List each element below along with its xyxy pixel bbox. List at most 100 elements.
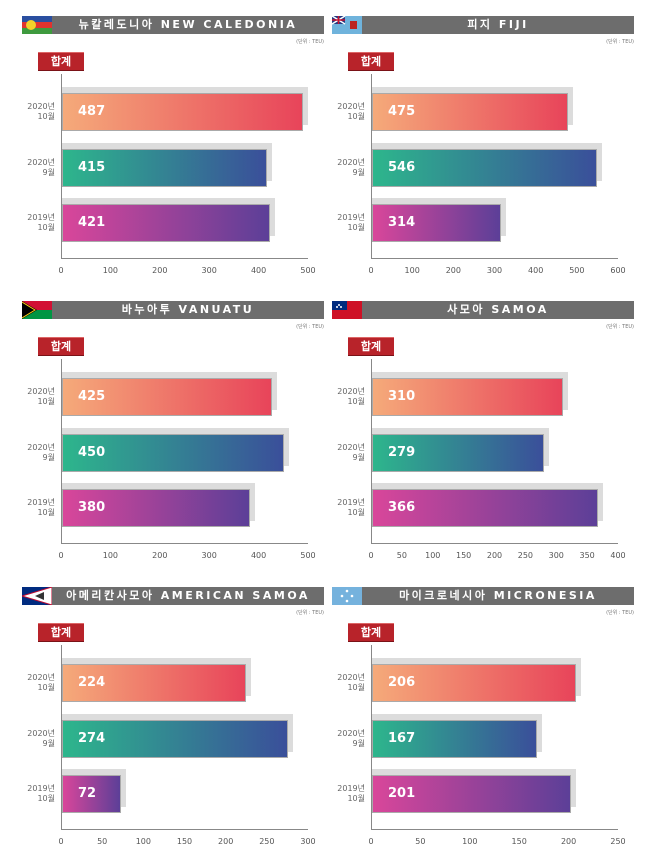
x-tick-label: 150 — [511, 837, 527, 846]
category-line: 2020년 — [27, 729, 55, 738]
chart-header: 사모아 SAMOA — [332, 301, 634, 319]
chart-title: 바누아투 VANUATU — [121, 303, 255, 316]
micronesia-flag-icon — [332, 587, 362, 605]
data-label: 314 — [388, 215, 416, 230]
category-label: 2020년 10월 — [22, 387, 55, 407]
x-axis — [371, 258, 618, 259]
category-label: 2020년 9월 — [332, 158, 365, 178]
x-tick-label: 350 — [579, 551, 595, 560]
plot-area: 487 2020년 10월 415 2020년 9월 421 2019년 10월 — [27, 74, 309, 258]
bar-sep2020: 279 — [372, 434, 545, 472]
category-line: 2019년 — [337, 498, 365, 507]
bar-sep2020: 274 — [62, 720, 288, 758]
category-line: 2019년 — [27, 498, 55, 507]
fiji-flag-icon — [331, 15, 362, 34]
vanuatu-flag-icon — [21, 301, 52, 319]
x-tick-label: 200 — [560, 837, 577, 846]
chart-header: 피지 FIJI — [331, 15, 634, 34]
unit-label: (단위 : TEU) — [606, 39, 634, 45]
total-badge: 합계 — [348, 623, 394, 642]
bar-oct2019: 72 — [62, 775, 122, 813]
category-line: 10월 — [347, 683, 365, 692]
x-tick-label: 100 — [462, 837, 478, 846]
x-tick-label: 100 — [102, 266, 119, 275]
bar-oct2019: 314 — [372, 204, 502, 242]
data-label: 546 — [388, 160, 416, 175]
x-tick-label: 500 — [300, 266, 316, 275]
category-line: 2020년 — [337, 158, 365, 167]
category-line: 2020년 — [27, 443, 55, 452]
category-line: 2019년 — [27, 213, 55, 222]
data-label: 487 — [78, 104, 106, 119]
unit-label: (단위 : TEU) — [296, 610, 324, 616]
category-line: 10월 — [37, 508, 55, 517]
category-line: 9월 — [352, 739, 365, 748]
category-label: 2019년 10월 — [22, 213, 55, 233]
x-tick-label: 150 — [455, 551, 472, 560]
x-tick-label: 400 — [610, 551, 626, 560]
category-line: 9월 — [42, 168, 55, 177]
chart-header: 바누아투 VANUATU — [21, 301, 324, 319]
unit-label: (단위 : TEU) — [296, 39, 324, 45]
x-tick-label: 400 — [250, 266, 267, 275]
chart-panel-american-samoa: 아메리칸사모아 AMERICAN SAMOA (단위 : TEU) 합계 224 202… — [20, 586, 324, 857]
category-label: 2020년 9월 — [22, 729, 55, 749]
unit-label: (단위 : TEU) — [606, 324, 634, 330]
bar-oct2020: 224 — [62, 664, 247, 702]
x-tick-label: 0 — [368, 266, 374, 275]
category-line: 2020년 — [337, 102, 365, 111]
data-label: 279 — [388, 445, 416, 460]
bar-oct2020: 487 — [62, 93, 303, 131]
x-tick-label: 200 — [486, 551, 503, 560]
bar-oct2020: 425 — [62, 378, 272, 416]
plot-area: 224 2020년 10월 274 2020년 9월 72 2019년 10월 — [27, 645, 309, 829]
chart-panel-vanuatu: 바누아투 VANUATU (단위 : TEU) 합계 425 2020년 10월 450 20… — [21, 301, 324, 571]
chart-title: 아메리칸사모아 AMERICAN SAMOA — [66, 589, 310, 602]
bar-oct2020: 475 — [372, 93, 568, 131]
total-badge: 합계 — [38, 52, 84, 71]
chart-header: 아메리칸사모아 AMERICAN SAMOA — [20, 586, 324, 606]
category-line: 2020년 — [337, 387, 365, 396]
data-label: 425 — [78, 389, 106, 404]
unit-label: (단위 : TEU) — [606, 610, 634, 616]
category-label: 2020년 9월 — [22, 158, 55, 178]
plot-area: 475 2020년 10월 546 2020년 9월 314 2019년 10월 — [337, 74, 619, 258]
bar-sep2020: 167 — [372, 720, 537, 758]
data-label: 274 — [78, 731, 106, 746]
category-label: 2020년 10월 — [332, 102, 365, 122]
category-label: 2020년 9월 — [332, 443, 365, 463]
x-tick-label: 0 — [58, 837, 64, 846]
category-label: 2019년 10월 — [22, 498, 55, 518]
chart-panel-new-caledonia: 뉴칼레도니아 NEW CALEDONIA (단위 : TEU) 합계 487 2020년… — [22, 16, 324, 286]
x-tick-label: 50 — [97, 837, 108, 846]
category-label: 2020년 10월 — [332, 673, 365, 693]
x-tick-label: 500 — [300, 551, 316, 560]
x-tick-label: 400 — [528, 266, 544, 275]
x-tick-label: 50 — [396, 551, 407, 560]
x-tick-label: 250 — [610, 837, 626, 846]
bar-sep2020: 546 — [372, 149, 597, 187]
category-label: 2020년 10월 — [22, 102, 55, 122]
x-tick-label: 400 — [250, 551, 267, 560]
total-badge: 합계 — [348, 52, 394, 71]
chart-panel-micronesia: 마이크로네시아 MICRONESIA (단위 : TEU) 합계 206 2020년 10… — [332, 587, 634, 857]
category-line: 2020년 — [27, 158, 55, 167]
category-line: 2020년 — [337, 673, 365, 682]
bar-oct2019: 201 — [372, 775, 571, 813]
category-line: 10월 — [37, 223, 55, 232]
category-line: 10월 — [37, 112, 55, 121]
bar-oct2020: 310 — [372, 378, 564, 416]
category-line: 9월 — [42, 739, 55, 748]
x-tick-label: 0 — [368, 551, 374, 560]
x-tick-label: 200 — [152, 266, 168, 275]
total-badge: 합계 — [38, 623, 84, 642]
chart-header: 뉴칼레도니아 NEW CALEDONIA — [22, 16, 324, 34]
chart-title: 마이크로네시아 MICRONESIA — [399, 589, 597, 602]
x-tick-label: 300 — [201, 266, 217, 275]
data-label: 366 — [388, 500, 416, 515]
x-tick-label: 100 — [102, 551, 119, 560]
total-badge: 합계 — [38, 337, 84, 356]
x-tick-label: 250 — [259, 837, 275, 846]
bar-oct2019: 380 — [62, 489, 250, 527]
x-tick-label: 600 — [610, 266, 626, 275]
